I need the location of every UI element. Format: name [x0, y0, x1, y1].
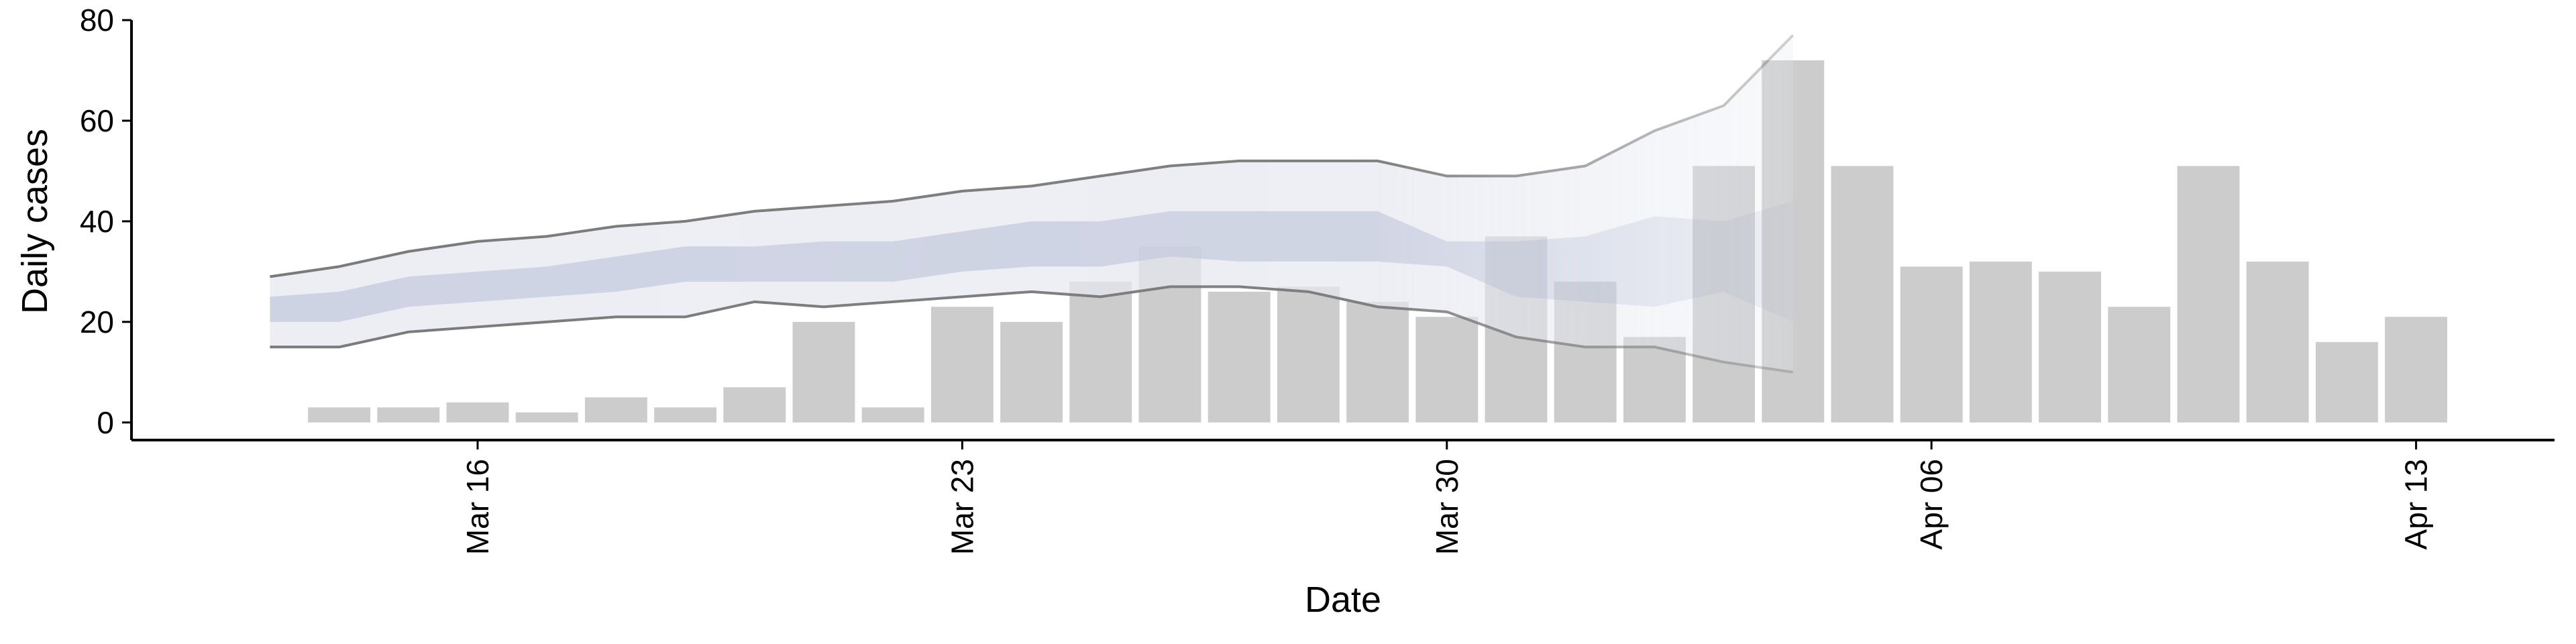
- bar: [1900, 266, 1963, 423]
- bar: [1831, 166, 1894, 423]
- bar: [1069, 281, 1132, 423]
- bar: [377, 407, 440, 423]
- bar: [930, 307, 994, 423]
- bar: [1000, 321, 1063, 423]
- inner-band: [270, 201, 1793, 322]
- x-tick-label: Mar 23: [945, 459, 979, 555]
- bar: [2315, 341, 2378, 423]
- y-tick-label: 80: [80, 3, 114, 38]
- y-tick-label: 60: [80, 103, 114, 138]
- bar: [2039, 271, 2102, 423]
- y-axis-label: Daily cases: [15, 129, 55, 314]
- bar: [1415, 317, 1479, 423]
- nowcast: [270, 34, 1794, 374]
- x-tick-label: Apr 13: [2399, 459, 2434, 550]
- band-edge-line: [270, 34, 1794, 278]
- bar: [1208, 291, 1271, 423]
- bar: [792, 321, 855, 423]
- bar: [2246, 261, 2309, 423]
- y-tick-label: 0: [97, 405, 114, 440]
- bar: [1346, 301, 1409, 423]
- bar: [1969, 261, 2032, 423]
- bar: [861, 407, 924, 423]
- x-tick-label: Mar 30: [1430, 459, 1464, 555]
- y-tick-label: 40: [80, 204, 114, 239]
- outer-band: [270, 35, 1793, 372]
- bar: [308, 407, 371, 423]
- bar: [446, 402, 509, 423]
- bar: [654, 407, 717, 423]
- bar: [2108, 307, 2171, 423]
- bar: [1277, 286, 1340, 423]
- y-tick-label: 20: [80, 305, 114, 339]
- bar: [584, 397, 647, 423]
- band-edge-line: [270, 285, 1794, 374]
- bar: [2385, 317, 2448, 423]
- x-tick-label: Apr 06: [1914, 459, 1949, 550]
- bar: [723, 387, 786, 423]
- x-tick-label: Mar 16: [460, 459, 495, 555]
- bar: [515, 412, 578, 423]
- bar: [2177, 166, 2240, 423]
- x-axis-label: Date: [1305, 580, 1381, 620]
